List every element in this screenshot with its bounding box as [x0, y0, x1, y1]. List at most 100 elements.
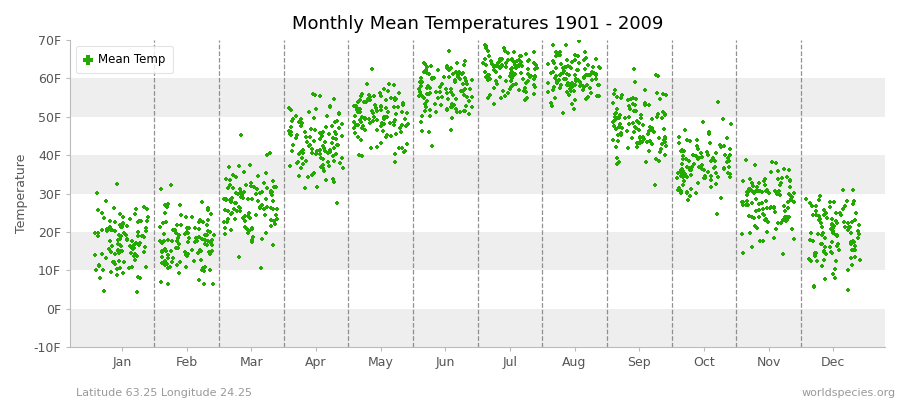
Mean Temp: [583, 72, 598, 78]
Mean Temp: [325, 123, 339, 129]
Mean Temp: [476, 60, 491, 66]
Mean Temp: [374, 93, 388, 99]
Mean Temp: [606, 118, 620, 125]
Mean Temp: [654, 141, 669, 147]
Mean Temp: [559, 42, 573, 48]
Mean Temp: [435, 94, 449, 100]
Mean Temp: [492, 57, 507, 64]
Mean Temp: [172, 232, 186, 238]
Mean Temp: [192, 218, 206, 225]
Mean Temp: [116, 214, 130, 221]
Mean Temp: [817, 212, 832, 218]
Mean Temp: [126, 246, 140, 253]
Mean Temp: [518, 88, 532, 94]
Mean Temp: [716, 165, 731, 172]
Mean Temp: [349, 103, 364, 109]
Mean Temp: [830, 243, 844, 250]
Mean Temp: [508, 63, 523, 69]
Mean Temp: [305, 150, 320, 157]
Mean Temp: [236, 214, 250, 221]
Mean Temp: [332, 159, 347, 166]
Mean Temp: [394, 128, 409, 135]
Mean Temp: [492, 74, 507, 80]
Mean Temp: [173, 202, 187, 208]
Mean Temp: [193, 247, 207, 254]
Mean Temp: [698, 174, 713, 181]
Mean Temp: [641, 131, 655, 137]
Mean Temp: [579, 72, 593, 78]
Mean Temp: [678, 127, 692, 134]
Mean Temp: [161, 280, 176, 287]
Mean Temp: [310, 184, 324, 190]
Mean Temp: [741, 188, 755, 194]
Mean Temp: [294, 149, 309, 156]
Mean Temp: [581, 93, 596, 100]
Mean Temp: [763, 205, 778, 211]
Mean Temp: [806, 212, 821, 218]
Mean Temp: [521, 58, 535, 64]
Mean Temp: [784, 196, 798, 203]
Mean Temp: [415, 127, 429, 134]
Mean Temp: [451, 71, 465, 78]
Mean Temp: [140, 228, 154, 234]
Mean Temp: [139, 264, 153, 270]
Mean Temp: [124, 264, 139, 270]
Mean Temp: [175, 212, 189, 218]
Mean Temp: [419, 85, 434, 91]
Mean Temp: [178, 252, 193, 258]
Mean Temp: [367, 93, 382, 100]
Mean Temp: [414, 118, 428, 125]
Mean Temp: [434, 101, 448, 108]
Mean Temp: [114, 224, 129, 230]
Mean Temp: [206, 280, 220, 287]
Mean Temp: [200, 241, 214, 248]
Mean Temp: [627, 79, 642, 85]
Mean Temp: [346, 103, 361, 110]
Mean Temp: [783, 192, 797, 198]
Mean Temp: [108, 228, 122, 234]
Mean Temp: [734, 199, 749, 206]
Mean Temp: [163, 264, 177, 270]
Mean Temp: [767, 203, 781, 210]
Mean Temp: [841, 226, 855, 233]
Mean Temp: [164, 248, 178, 254]
Mean Temp: [611, 159, 625, 166]
Mean Temp: [400, 140, 414, 147]
Mean Temp: [486, 101, 500, 107]
Bar: [70, 270, 885, 309]
Mean Temp: [591, 64, 606, 70]
Mean Temp: [606, 137, 620, 144]
Mean Temp: [393, 125, 408, 131]
Mean Temp: [748, 223, 762, 229]
Mean Temp: [497, 45, 511, 52]
Mean Temp: [93, 275, 107, 281]
Mean Temp: [814, 241, 829, 248]
Mean Temp: [633, 134, 647, 141]
Mean Temp: [748, 224, 762, 230]
Mean Temp: [389, 131, 403, 138]
Mean Temp: [849, 210, 863, 216]
Mean Temp: [180, 229, 194, 235]
Mean Temp: [500, 90, 515, 96]
Mean Temp: [245, 225, 259, 231]
Mean Temp: [563, 83, 578, 89]
Mean Temp: [768, 188, 782, 194]
Mean Temp: [204, 248, 219, 254]
Mean Temp: [155, 240, 169, 246]
Mean Temp: [442, 74, 456, 80]
Mean Temp: [808, 252, 823, 259]
Mean Temp: [106, 258, 121, 265]
Mean Temp: [317, 168, 331, 174]
Mean Temp: [648, 156, 662, 162]
Mean Temp: [482, 92, 497, 98]
Mean Temp: [196, 219, 211, 225]
Mean Temp: [746, 183, 760, 189]
Mean Temp: [654, 146, 669, 152]
Mean Temp: [380, 113, 394, 120]
Mean Temp: [638, 102, 652, 108]
Mean Temp: [480, 62, 494, 69]
Mean Temp: [88, 230, 103, 237]
Mean Temp: [624, 96, 638, 102]
Mean Temp: [745, 200, 760, 206]
Mean Temp: [782, 191, 796, 198]
